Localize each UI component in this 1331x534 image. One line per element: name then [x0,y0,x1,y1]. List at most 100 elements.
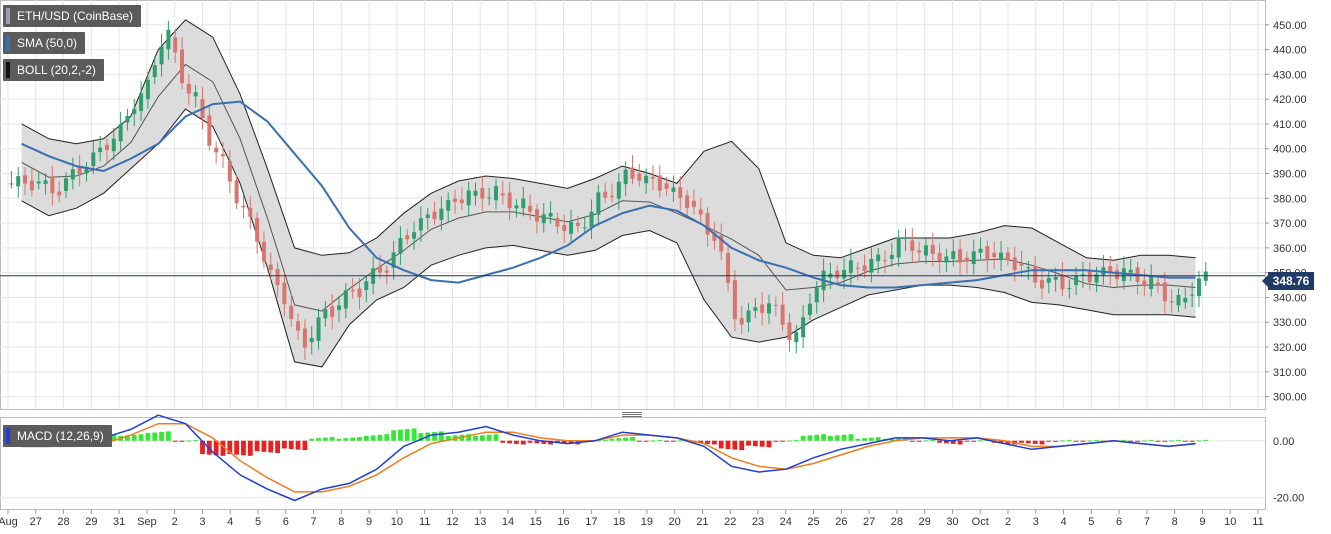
macd-histogram-bar [725,440,731,449]
candle-body [1060,274,1065,290]
candle-body [999,252,1004,261]
macd-histogram-bar [268,440,274,453]
macd-histogram-bar [527,440,533,443]
candle-body [350,289,355,292]
candle-body [330,306,335,318]
candle-body [855,267,860,269]
macd-histogram-bar [179,440,185,442]
macd-histogram-bar [828,435,833,441]
candle-body [1183,297,1188,303]
candle-body [971,251,976,265]
macd-histogram-bar [630,437,635,441]
candle-body [268,264,273,271]
candle-body [23,175,28,184]
macd-histogram-bar [438,431,444,441]
candle-body [739,318,744,325]
candle-body [726,253,731,283]
time-tick-label: 6 [283,516,289,528]
macd-histogram-bar [309,438,315,441]
panel-resize-handle[interactable] [622,411,642,417]
macd-histogram-bar [1053,440,1059,442]
time-tick-label: 18 [613,516,625,528]
time-tick-label: 7 [310,516,316,528]
macd-histogram-bar [1203,439,1209,441]
macd-histogram-bar [138,434,144,441]
candle-body [685,195,690,209]
macd-histogram-bar [834,435,840,441]
macd-histogram-bar [500,440,506,443]
macd-histogram-bar [111,434,117,441]
macd-histogram-bar [903,437,908,441]
candle-body [807,303,812,315]
macd-histogram-bar [950,440,956,444]
candle-body [16,176,21,187]
time-tick-label: 24 [780,516,792,528]
time-tick-label: 31 [113,516,125,528]
macd-histogram-bar [186,440,192,442]
macd-histogram-bar [466,434,472,441]
macd-histogram-bar [807,435,813,441]
macd-histogram-bar [787,440,792,442]
candle-body [1005,252,1010,261]
price-tick-label: 330.00 [1273,317,1307,329]
macd-histogram-bar [711,440,717,445]
candle-body [610,195,615,198]
macd-histogram-bar [534,440,540,444]
macd-histogram-bar [944,440,949,444]
price-panel [0,0,1266,410]
time-tick-label: Oct [972,516,989,528]
macd-signal-line [21,422,1196,493]
candle-body [84,167,89,174]
time-tick-label: 23 [752,516,764,528]
legend-sma[interactable]: SMA (50,0) [3,32,86,54]
legend-symbol[interactable]: ETH/USD (CoinBase) [3,5,142,27]
candle-body [186,83,191,94]
candle-body [1162,282,1167,302]
time-tick-label: 13 [474,516,486,528]
price-tick-label: 380.00 [1273,193,1307,205]
candle-body [473,190,478,196]
candle-body [705,212,710,235]
candle-body [555,218,560,227]
macd-line [21,414,1196,502]
candle-body [507,192,512,209]
time-tick-label: 8 [1172,516,1178,528]
price-tick-label: 400.00 [1273,144,1307,156]
macd-histogram-bar [616,438,622,441]
macd-histogram-bar [398,429,403,441]
candle-body [337,305,342,310]
candle-body [487,197,492,199]
candle-body [77,166,82,175]
macd-histogram-bar [759,440,765,447]
macd-histogram-bar [357,437,362,441]
macd-histogram-bar [561,440,567,444]
candle-body [801,317,806,338]
legend-macd[interactable]: MACD (12,26,9) [3,425,112,447]
legend-boll[interactable]: BOLL (20,2,-2) [3,59,104,81]
macd-histogram-bar [1080,440,1086,442]
candle-body [207,115,212,146]
macd-histogram-bar [125,435,130,441]
macd-histogram-bar [261,440,267,452]
candle-body [439,208,444,220]
candle-body [848,260,853,273]
candle-body [1169,301,1174,303]
macd-histogram-bar [479,435,485,441]
candle-body [862,265,867,271]
candle-body [1190,294,1195,296]
time-tick-label: 29 [919,516,931,528]
candle-body [521,198,526,209]
candle-body [214,147,219,153]
candle-body [650,176,655,179]
candle-body [125,116,130,123]
candle-body [732,280,737,320]
price-tick-label: 340.00 [1273,292,1307,304]
macd-histogram-bar [609,438,615,441]
candle-body [951,251,956,259]
time-tick-label: 25 [807,516,819,528]
macd-histogram-bar [541,440,547,444]
candle-body [36,181,41,184]
candle-body [548,212,553,217]
macd-panel [0,417,1266,510]
candle-body [630,167,635,179]
